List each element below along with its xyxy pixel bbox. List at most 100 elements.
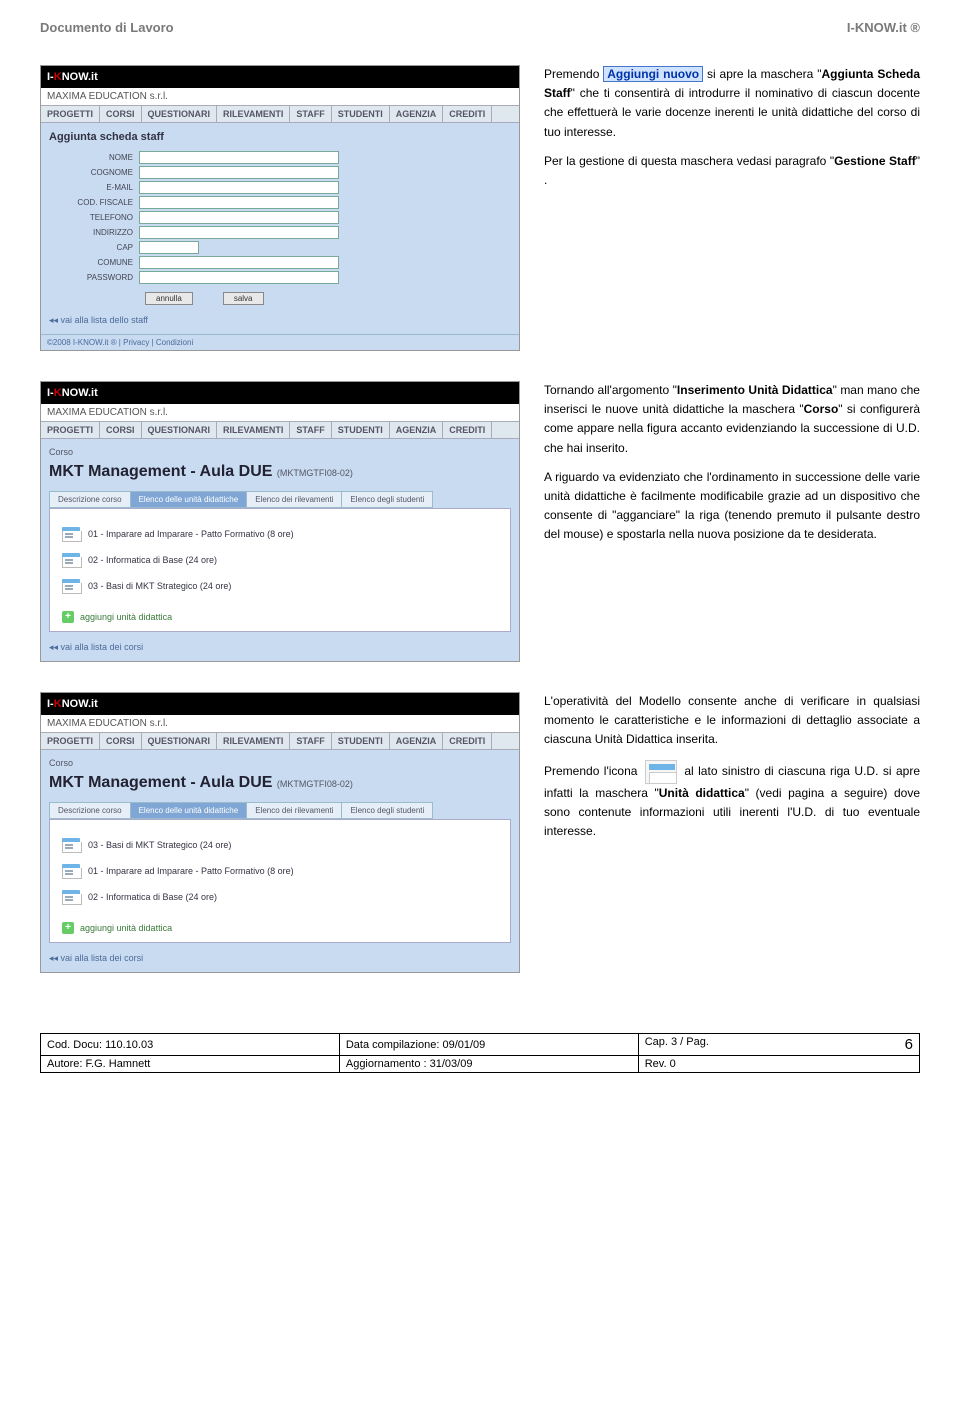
breadcrumb: Corso [49,758,511,768]
unit-icon [62,553,80,567]
menu-item[interactable]: QUESTIONARI [142,733,218,749]
course-tabs: Descrizione corso Elenco delle unità did… [49,491,511,508]
footer-rev: Rev. 0 [638,1056,919,1073]
course-tabs: Descrizione corso Elenco delle unità did… [49,802,511,819]
menu-item[interactable]: CREDITI [443,106,492,122]
menu-item[interactable]: PROGETTI [41,422,100,438]
tab-studenti[interactable]: Elenco degli studenti [341,802,433,819]
password-field[interactable] [139,271,339,284]
indirizzo-field[interactable] [139,226,339,239]
footer-autore: Autore: F.G. Hamnett [41,1056,340,1073]
save-button[interactable]: salva [223,292,264,305]
telefono-field[interactable] [139,211,339,224]
tab-rilevamenti[interactable]: Elenco dei rilevamenti [246,802,342,819]
nome-field[interactable] [139,151,339,164]
app-logo: I-KNOW.it [47,387,98,399]
menu-item[interactable]: AGENZIA [390,422,444,438]
company-name: MAXIMA EDUCATION s.r.l. [41,88,519,105]
add-unit-button[interactable]: +aggiungi unità didattica [58,918,502,938]
doc-footer-table: Cod. Docu: 110.10.03 Data compilazione: … [40,1033,920,1073]
screenshot-staff-form: I-KNOW.it MAXIMA EDUCATION s.r.l. PROGET… [40,65,520,351]
unit-icon [62,864,80,878]
back-link[interactable]: ◂◂ vai alla lista dello staff [49,315,148,326]
add-unit-button[interactable]: +aggiungi unità didattica [58,607,502,627]
field-label: COMUNE [49,258,139,267]
email-field[interactable] [139,181,339,194]
menu-item[interactable]: CORSI [100,106,142,122]
paragraph-block-1: Premendo Aggiungi nuovo si apre la masch… [544,65,920,200]
menu-item[interactable]: STUDENTI [332,106,390,122]
menu-item[interactable]: PROGETTI [41,106,100,122]
app-titlebar: I-KNOW.it [41,66,519,88]
unit-row[interactable]: 02 - Informatica di Base (24 ore) [58,884,502,910]
tab-studenti[interactable]: Elenco degli studenti [341,491,433,508]
tab-rilevamenti[interactable]: Elenco dei rilevamenti [246,491,342,508]
menu-item[interactable]: CORSI [100,422,142,438]
cap-field[interactable] [139,241,199,254]
app-logo: I-KNOW.it [47,71,98,83]
field-label: NOME [49,153,139,162]
menu-item[interactable]: AGENZIA [390,106,444,122]
menu-item[interactable]: AGENZIA [390,733,444,749]
menu-item[interactable]: CREDITI [443,422,492,438]
tab-descrizione[interactable]: Descrizione corso [49,802,131,819]
back-link[interactable]: ◂◂ vai alla lista dei corsi [49,953,143,964]
menu-item[interactable]: CREDITI [443,733,492,749]
app-titlebar: I-KNOW.it [41,693,519,715]
unit-list: 03 - Basi di MKT Strategico (24 ore) 01 … [49,819,511,943]
menu-item[interactable]: STAFF [290,106,331,122]
field-label: INDIRIZZO [49,228,139,237]
menu-item[interactable]: RILEVAMENTI [217,733,290,749]
field-label: CAP [49,243,139,252]
field-label: COGNOME [49,168,139,177]
company-name: MAXIMA EDUCATION s.r.l. [41,715,519,732]
tab-descrizione[interactable]: Descrizione corso [49,491,131,508]
field-label: TELEFONO [49,213,139,222]
plus-icon: + [62,611,74,623]
screenshot-course-units-2: I-KNOW.it MAXIMA EDUCATION s.r.l. PROGET… [40,692,520,973]
main-menu: PROGETTI CORSI QUESTIONARI RILEVAMENTI S… [41,732,519,750]
unit-row[interactable]: 02 - Informatica di Base (24 ore) [58,547,502,573]
unit-detail-icon [645,760,677,784]
tab-unita[interactable]: Elenco delle unità didattiche [130,491,248,508]
menu-item[interactable]: RILEVAMENTI [217,106,290,122]
menu-item[interactable]: QUESTIONARI [142,422,218,438]
app-logo: I-KNOW.it [47,698,98,710]
codfiscale-field[interactable] [139,196,339,209]
plus-icon: + [62,922,74,934]
form-title: Aggiunta scheda staff [49,131,511,143]
unit-list: 01 - Imparare ad Imparare - Patto Format… [49,508,511,632]
field-label: PASSWORD [49,273,139,282]
menu-item[interactable]: PROGETTI [41,733,100,749]
cognome-field[interactable] [139,166,339,179]
page-number: 6 [905,1036,913,1053]
paragraph-block-3: L'operatività del Modello consente anche… [544,692,920,851]
footer-aggiornamento: Aggiornamento : 31/03/09 [339,1056,638,1073]
unit-icon [62,838,80,852]
footer-cod-docu: Cod. Docu: 110.10.03 [41,1034,340,1056]
main-menu: PROGETTI CORSI QUESTIONARI RILEVAMENTI S… [41,421,519,439]
unit-row[interactable]: 03 - Basi di MKT Strategico (24 ore) [58,832,502,858]
cancel-button[interactable]: annulla [145,292,193,305]
back-link[interactable]: ◂◂ vai alla lista dei corsi [49,642,143,653]
tab-unita[interactable]: Elenco delle unità didattiche [130,802,248,819]
menu-item[interactable]: STUDENTI [332,733,390,749]
unit-icon [62,890,80,904]
highlight-aggiungi-nuovo: Aggiungi nuovo [603,66,703,82]
menu-item[interactable]: STAFF [290,422,331,438]
menu-item[interactable]: RILEVAMENTI [217,422,290,438]
comune-field[interactable] [139,256,339,269]
menu-item[interactable]: QUESTIONARI [142,106,218,122]
course-title: MKT Management - Aula DUE (MKTMGTFI08-02… [49,463,511,481]
unit-row[interactable]: 01 - Imparare ad Imparare - Patto Format… [58,521,502,547]
menu-item[interactable]: CORSI [100,733,142,749]
main-menu: PROGETTI CORSI QUESTIONARI RILEVAMENTI S… [41,105,519,123]
field-label: COD. FISCALE [49,198,139,207]
unit-row[interactable]: 03 - Basi di MKT Strategico (24 ore) [58,573,502,599]
unit-row[interactable]: 01 - Imparare ad Imparare - Patto Format… [58,858,502,884]
menu-item[interactable]: STAFF [290,733,331,749]
unit-icon [62,527,80,541]
app-footer: ©2008 I-KNOW.it ® | Privacy | Condizioni [41,334,519,350]
menu-item[interactable]: STUDENTI [332,422,390,438]
company-name: MAXIMA EDUCATION s.r.l. [41,404,519,421]
